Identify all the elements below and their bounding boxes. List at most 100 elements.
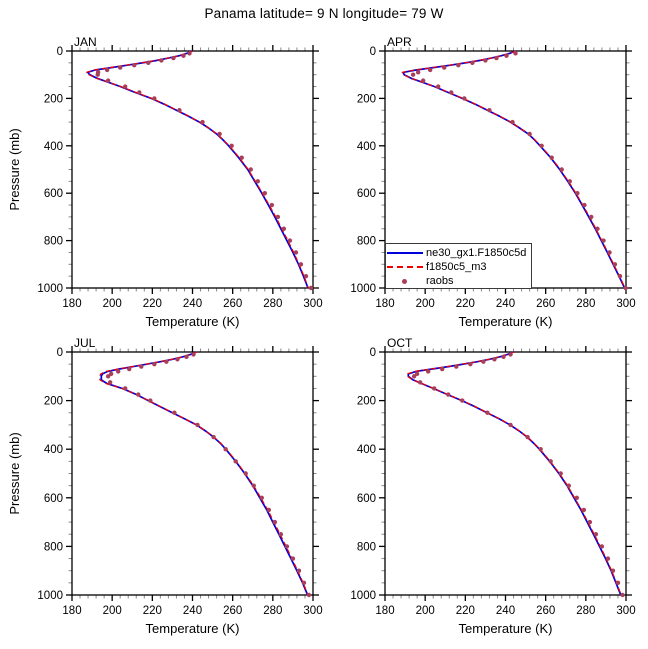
- raobs-dot: [275, 214, 281, 220]
- x-tick-label: 180: [62, 605, 81, 617]
- raobs-dot: [582, 202, 587, 208]
- raobs-dot: [108, 371, 114, 377]
- raobs-dot: [255, 179, 260, 184]
- y-tick-label: 400: [357, 444, 376, 456]
- raobs-dot: [281, 226, 287, 231]
- y-tick-label: 1000: [37, 283, 63, 295]
- y-tick-label: 400: [44, 444, 63, 456]
- raobs-dot: [483, 58, 488, 63]
- raobs-dot: [589, 214, 594, 220]
- series-line-ne30: [407, 351, 622, 596]
- raobs-dot: [290, 556, 296, 561]
- x-tick-label: 240: [496, 298, 515, 310]
- raobs-dot: [581, 507, 587, 513]
- x-tick-label: 260: [536, 605, 555, 617]
- raobs-dot: [308, 285, 314, 291]
- x-tick-label: 200: [416, 298, 435, 310]
- raobs-dot: [513, 51, 518, 56]
- raobs-dot: [278, 532, 284, 537]
- y-tick-label: 800: [44, 541, 63, 553]
- raobs-dot: [456, 63, 461, 68]
- raobs-dot: [223, 447, 228, 452]
- series-line-ne30: [100, 351, 309, 596]
- raobs-dot: [485, 410, 490, 415]
- raobs-dot: [494, 55, 499, 61]
- panel-month-label: JUL: [74, 336, 96, 350]
- legend-label-model1: ne30_gx1.F1850c5d: [426, 247, 527, 259]
- raobs-dot: [567, 179, 572, 184]
- y-tick-label: 800: [357, 541, 376, 553]
- raobs-dot: [137, 90, 142, 95]
- x-tick-label: 240: [496, 605, 515, 617]
- x-tick-label: 240: [183, 298, 202, 310]
- panel-jan: 180 200 220 240 260 280 300 0 200 400 600 800 1000 JA…: [7, 35, 323, 329]
- x-tick-label: 280: [576, 605, 595, 617]
- x-tick-label: 220: [456, 605, 475, 617]
- x-tick-label: 300: [616, 298, 635, 310]
- raobs-dot: [487, 108, 492, 113]
- series-line-f1850: [99, 351, 309, 596]
- raobs-dot: [233, 459, 238, 464]
- y-tick-label: 200: [357, 396, 376, 408]
- series-dots-raobs: [105, 352, 312, 598]
- raobs-dot: [605, 556, 611, 561]
- raobs-dot: [601, 238, 606, 243]
- raobs-dot: [417, 380, 423, 385]
- raobs-dot: [442, 65, 447, 70]
- raobs-dot: [272, 519, 278, 525]
- panel-apr: 180 200 220 240 260 280 300 0 200 400 600 800 1000 AP…: [350, 35, 635, 329]
- raobs-dot: [504, 53, 509, 58]
- raobs-dot: [104, 67, 110, 73]
- x-tick-label: 200: [103, 605, 122, 617]
- raobs-dot: [575, 191, 580, 196]
- raobs-dot: [164, 359, 169, 364]
- raobs-dot: [436, 84, 441, 89]
- raobs-dot: [259, 495, 264, 500]
- legend-label-model2: f1850c5_m3: [426, 261, 487, 273]
- y-tick-label: 1000: [37, 590, 63, 602]
- legend-label-raobs: raobs: [426, 275, 454, 287]
- raobs-dot: [181, 53, 186, 58]
- raobs-dot: [462, 96, 467, 101]
- raobs-dot: [527, 131, 532, 137]
- y-axis-title: Pressure (mb): [7, 432, 22, 514]
- raobs-dot: [301, 580, 307, 586]
- y-tick-label: 200: [357, 93, 376, 105]
- plot-frame: [71, 50, 314, 289]
- panel-jul: 180 200 220 240 260 280 300 0 200 400 600 800 1000 JU…: [7, 336, 323, 636]
- y-tick-label: 200: [44, 93, 63, 105]
- raobs-dot: [118, 65, 123, 70]
- x-tick-label: 300: [303, 298, 322, 310]
- y-tick-label: 600: [357, 188, 376, 200]
- raobs-dot: [508, 422, 513, 428]
- plot-frame: [71, 351, 314, 596]
- x-axis-title: Temperature (K): [146, 314, 240, 329]
- raobs-dot: [492, 357, 497, 362]
- raobs-dot: [615, 580, 621, 586]
- raobs-dot: [538, 447, 543, 452]
- raobs-dot: [525, 434, 530, 440]
- raobs-dot: [303, 273, 309, 279]
- y-tick-label: 600: [44, 188, 63, 200]
- panel-oct: 180 200 220 240 260 280 300 0 200 400 600 800 1000 OC…: [350, 336, 635, 636]
- raobs-dot: [284, 544, 290, 549]
- x-axis-title: Temperature (K): [459, 314, 553, 329]
- x-tick-label: 220: [143, 605, 162, 617]
- raobs-dot: [248, 167, 253, 172]
- raobs-dot: [266, 507, 272, 513]
- y-tick-label: 0: [57, 347, 63, 359]
- x-tick-label: 280: [263, 298, 282, 310]
- raobs-dot: [191, 352, 196, 357]
- raobs-dot: [115, 369, 121, 374]
- raobs-dot: [481, 359, 486, 364]
- raobs-dot: [146, 60, 151, 66]
- series-dots-raobs: [95, 51, 314, 291]
- raobs-dot: [298, 262, 304, 267]
- raobs-dot: [411, 374, 417, 379]
- raobs-dot: [432, 386, 437, 391]
- raobs-dot: [415, 70, 421, 75]
- raobs-dot: [105, 78, 111, 83]
- raobs-dot: [296, 568, 302, 573]
- raobs-dot: [269, 202, 275, 208]
